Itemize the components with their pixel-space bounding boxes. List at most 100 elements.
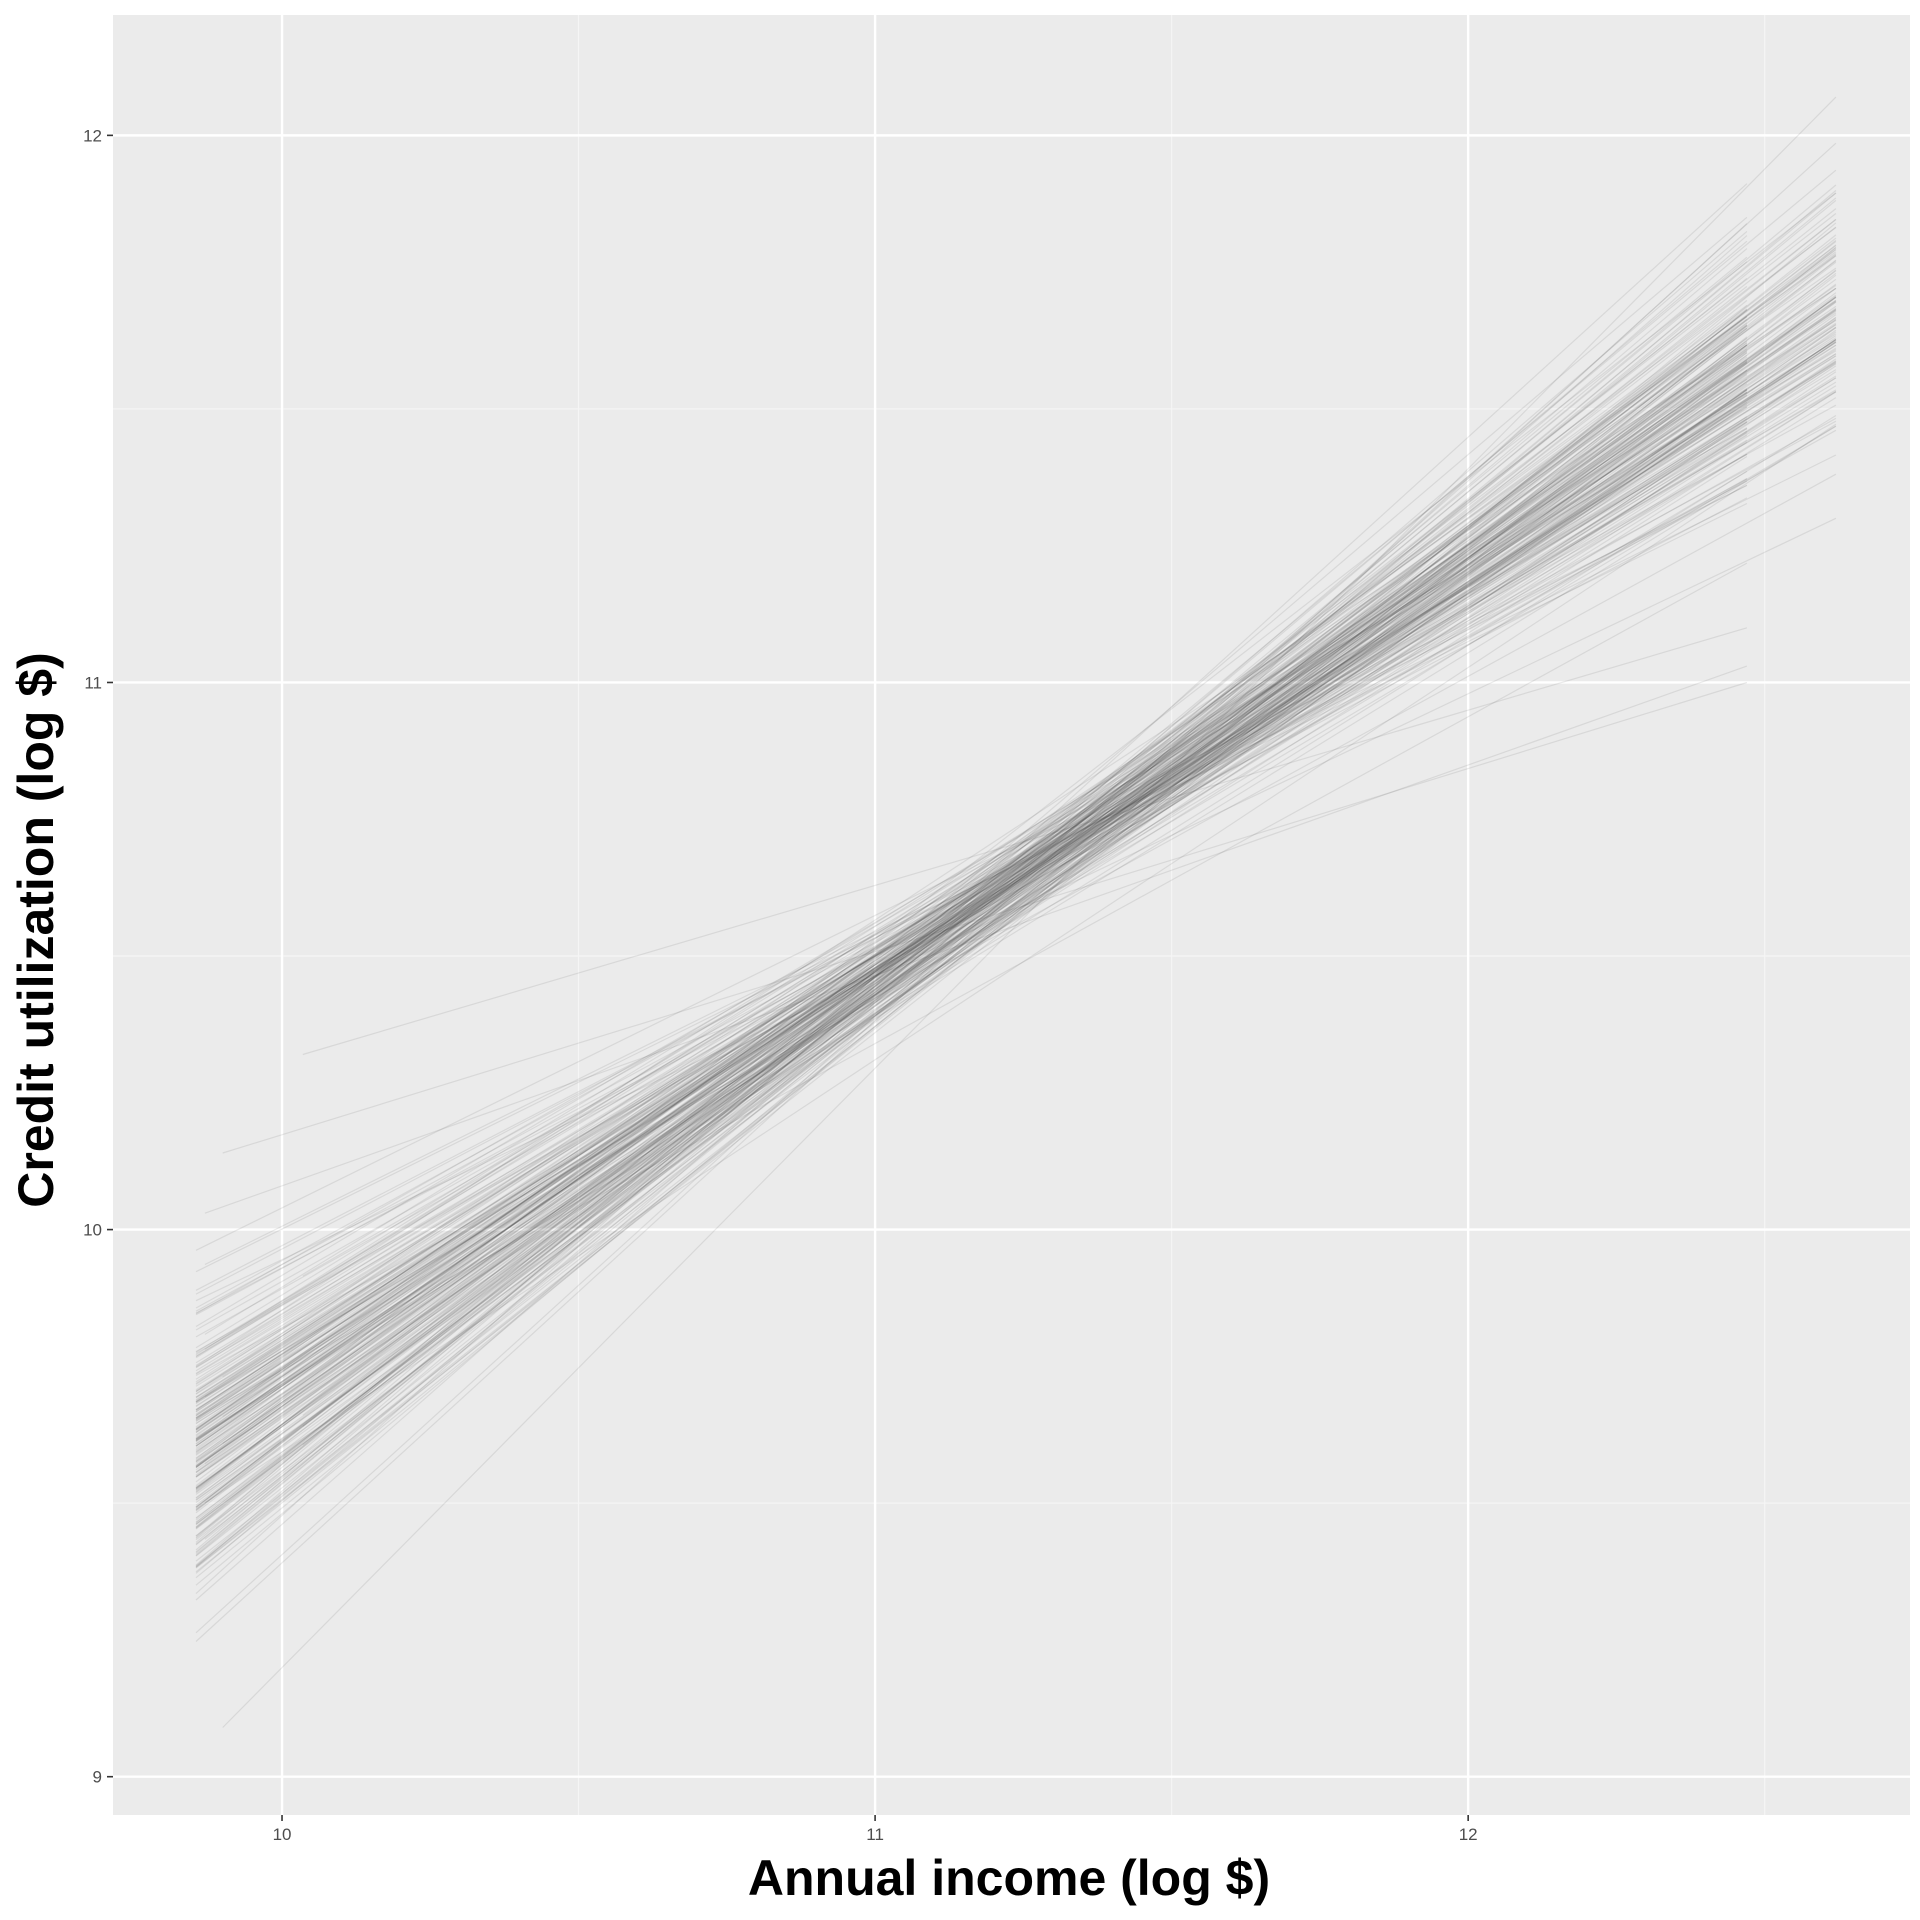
regression-line xyxy=(195,312,1837,1402)
regression-line xyxy=(195,484,1748,1251)
regression-line xyxy=(195,372,1748,1459)
y-tick-label: 11 xyxy=(84,673,102,692)
regression-line xyxy=(195,269,1837,1562)
regression-line xyxy=(195,348,1837,1398)
regression-line xyxy=(195,315,1748,1493)
regression-line xyxy=(222,339,1837,1417)
regression-line xyxy=(195,429,1837,1353)
regression-line xyxy=(195,350,1837,1328)
regression-line xyxy=(195,361,1837,1410)
regression-line xyxy=(195,453,1748,1331)
regression-line xyxy=(195,256,1748,1539)
regression-line xyxy=(195,230,1748,1566)
regression-line xyxy=(195,340,1748,1473)
regression-line xyxy=(195,415,1748,1413)
regression-line xyxy=(195,169,1837,1537)
regression-line xyxy=(195,234,1837,1546)
regression-line xyxy=(195,385,1837,1403)
regression-line xyxy=(195,355,1837,1384)
regression-line xyxy=(195,319,1837,1356)
regression-line xyxy=(195,255,1837,1557)
regression-line xyxy=(195,308,1748,1454)
regression-line xyxy=(204,425,1837,1398)
regression-line xyxy=(302,285,1748,1446)
regression-line xyxy=(195,287,1837,1521)
regression-line xyxy=(195,235,1748,1601)
regression-line xyxy=(195,327,1748,1523)
regression-line xyxy=(195,417,1837,1338)
regression-line xyxy=(195,430,1748,1366)
regression-line xyxy=(195,322,1748,1464)
regression-line xyxy=(302,390,1837,1277)
regression-line xyxy=(195,337,1748,1489)
regression-line xyxy=(204,333,1837,1335)
regression-line xyxy=(195,434,1748,1399)
regression-line xyxy=(195,274,1837,1569)
regression-line xyxy=(195,255,1837,1431)
regression-line xyxy=(195,362,1837,1447)
x-axis-title: Annual income (log $) xyxy=(748,1850,1270,1906)
regression-line xyxy=(195,360,1837,1425)
regression-line xyxy=(195,358,1837,1478)
regression-line xyxy=(195,199,1837,1553)
regression-line xyxy=(195,362,1748,1447)
regression-line xyxy=(195,339,1837,1430)
regression-line xyxy=(195,292,1837,1525)
y-tick-label: 9 xyxy=(93,1768,102,1787)
regression-line xyxy=(195,361,1837,1364)
regression-line xyxy=(195,247,1837,1490)
regression-line xyxy=(195,359,1748,1437)
regression-line xyxy=(195,213,1837,1492)
regression-line xyxy=(195,241,1837,1514)
regression-line xyxy=(195,344,1837,1419)
regression-line xyxy=(195,222,1837,1586)
regression-line xyxy=(302,627,1748,1056)
regression-line xyxy=(195,478,1748,1316)
x-tick-label: 12 xyxy=(1459,1825,1478,1844)
regression-line xyxy=(195,316,1748,1526)
regression-line xyxy=(195,261,1748,1543)
regression-line xyxy=(195,389,1837,1357)
regression-line xyxy=(195,341,1837,1453)
regression-line xyxy=(195,309,1748,1567)
regression-line xyxy=(195,351,1748,1431)
regression-line xyxy=(195,190,1837,1574)
regression-line xyxy=(195,421,1748,1442)
panel-background xyxy=(113,15,1910,1815)
regression-line xyxy=(222,319,1837,1444)
regression-line xyxy=(195,239,1837,1529)
regression-line xyxy=(195,383,1748,1441)
regression-line xyxy=(195,309,1837,1449)
regression-line xyxy=(195,335,1837,1385)
regression-line xyxy=(195,342,1837,1411)
regression-line xyxy=(195,439,1748,1375)
regression-line xyxy=(195,326,1837,1421)
regression-line xyxy=(195,208,1837,1512)
y-tick-label: 10 xyxy=(83,1221,102,1240)
regression-line xyxy=(195,240,1748,1551)
regression-line xyxy=(195,342,1748,1489)
regression-line xyxy=(195,392,1748,1421)
regression-line xyxy=(195,361,1748,1455)
regression-line xyxy=(195,344,1748,1541)
regression-line xyxy=(195,192,1837,1467)
regression-line xyxy=(195,341,1837,1456)
regression-line xyxy=(195,477,1748,1354)
regression-line xyxy=(195,391,1748,1433)
regression-line xyxy=(204,423,1837,1504)
regression-line xyxy=(195,270,1837,1508)
regression-line xyxy=(195,216,1748,1538)
regression-line xyxy=(204,665,1748,1214)
regression-line xyxy=(222,428,1748,1378)
regression-line xyxy=(195,453,1748,1368)
regression-line xyxy=(195,377,1837,1422)
regression-line xyxy=(195,562,1748,1419)
regression-line xyxy=(195,253,1837,1487)
regression-line xyxy=(195,305,1837,1413)
regression-line xyxy=(195,318,1837,1431)
regression-line xyxy=(195,324,1837,1393)
regression-line xyxy=(195,363,1837,1391)
y-tick-label: 12 xyxy=(83,126,102,145)
regression-line xyxy=(195,296,1837,1525)
y-axis-title: Credit utilization (log $) xyxy=(8,652,64,1208)
